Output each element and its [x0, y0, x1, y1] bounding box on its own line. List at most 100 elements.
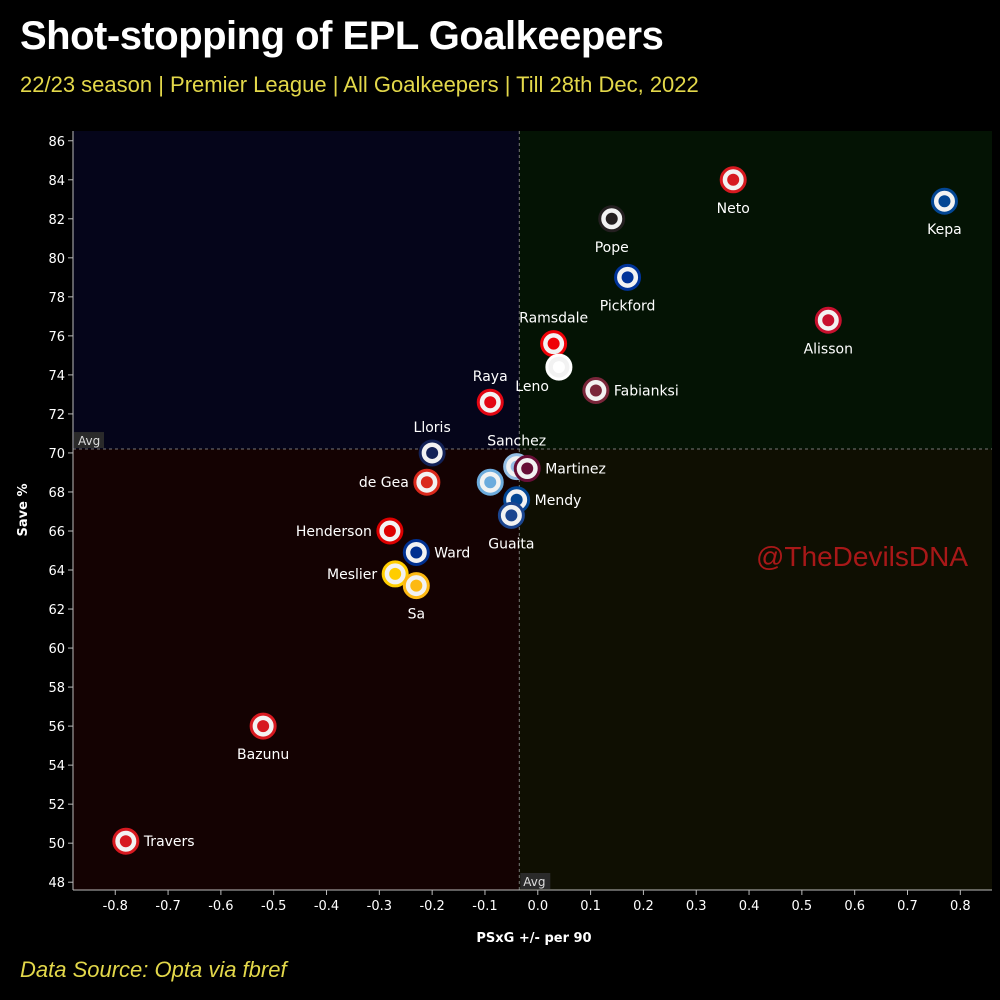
y-axis-label: Save % — [16, 484, 31, 537]
y-tick-label: 82 — [48, 213, 65, 228]
quadrant-bottom-left — [73, 449, 520, 890]
x-tick-label: 0.2 — [633, 899, 654, 914]
avg-y-label: Avg — [78, 434, 100, 448]
data-point: Meslier — [327, 560, 409, 588]
y-tick-label: 72 — [48, 408, 65, 423]
data-point: Kepa — [927, 187, 962, 238]
club-badge-core — [589, 384, 602, 397]
club-badge-core — [484, 476, 497, 489]
point-label: Fabianksi — [614, 384, 679, 400]
y-tick-label: 64 — [48, 564, 65, 579]
y-tick-label: 54 — [48, 759, 65, 774]
club-badge-core — [605, 212, 618, 225]
x-tick-label: -0.3 — [367, 899, 392, 914]
point-label: Bazunu — [237, 747, 289, 763]
y-tick-label: 86 — [48, 135, 65, 150]
club-badge-core — [410, 579, 423, 592]
data-point: Lloris — [414, 420, 451, 467]
data-point: Travers — [112, 827, 195, 855]
y-tick-label: 78 — [48, 291, 65, 306]
y-tick-label: 68 — [48, 486, 65, 501]
club-badge-core — [410, 546, 423, 559]
club-badge-core — [383, 524, 396, 537]
x-tick-label: 0.6 — [844, 899, 865, 914]
x-tick-label: 0.7 — [897, 899, 918, 914]
data-point: Neto — [717, 166, 750, 217]
chart-title: Shot-stopping of EPL Goalkeepers — [20, 14, 664, 58]
club-badge-core — [621, 271, 634, 284]
x-tick-label: -0.7 — [155, 899, 180, 914]
x-tick-label: -0.6 — [208, 899, 233, 914]
y-tick-label: 66 — [48, 525, 65, 540]
quadrant-top-left — [73, 131, 520, 450]
data-point: Fabianksi — [582, 377, 679, 405]
club-badge-core — [119, 835, 132, 848]
y-tick-label: 76 — [48, 330, 65, 345]
x-tick-label: 0.5 — [792, 899, 813, 914]
data-point: Henderson — [296, 517, 404, 545]
point-label: Raya — [473, 369, 508, 385]
y-tick-label: 56 — [48, 720, 65, 735]
point-label: Ramsdale — [519, 311, 588, 327]
point-label: Pickford — [600, 298, 656, 314]
y-tick-label: 60 — [48, 642, 65, 657]
x-tick-label: -0.4 — [314, 899, 339, 914]
club-badge-core — [727, 173, 740, 186]
point-label: Guaita — [488, 536, 534, 552]
club-badge-core — [822, 314, 835, 327]
x-tick-label: 0.0 — [527, 899, 548, 914]
point-label: Kepa — [927, 222, 962, 238]
y-tick-label: 58 — [48, 681, 65, 696]
data-point: Alisson — [804, 306, 853, 357]
y-tick-label: 48 — [48, 876, 65, 891]
avg-x-label: Avg — [523, 875, 545, 889]
x-tick-label: 0.4 — [739, 899, 760, 914]
y-tick-label: 84 — [48, 174, 65, 189]
x-tick-label: -0.8 — [103, 899, 128, 914]
y-tick-label: 62 — [48, 603, 65, 618]
x-axis-label: PSxG +/- per 90 — [476, 931, 591, 946]
club-badge-core — [257, 720, 270, 733]
point-label: Sa — [408, 607, 425, 623]
club-badge-core — [547, 337, 560, 350]
data-point: Ramsdale — [519, 311, 588, 358]
club-badge-core — [521, 462, 534, 475]
quadrant-bottom-right — [519, 449, 992, 890]
club-badge-core — [426, 446, 439, 459]
x-tick-label: 0.1 — [580, 899, 601, 914]
point-label: Mendy — [535, 493, 582, 509]
y-tick-label: 74 — [48, 369, 65, 384]
data-point: Guaita — [488, 501, 535, 552]
data-point: Pope — [595, 205, 629, 256]
point-label: Leno — [515, 379, 549, 395]
point-label: Pope — [595, 240, 629, 256]
data-point — [476, 468, 504, 496]
point-label: Neto — [717, 201, 750, 217]
data-point: Ward — [402, 538, 470, 566]
y-tick-label: 50 — [48, 837, 65, 852]
x-tick-label: 0.8 — [950, 899, 971, 914]
club-badge-core — [389, 567, 402, 580]
data-point: Raya — [473, 369, 508, 416]
point-label: Meslier — [327, 567, 377, 583]
x-tick-label: 0.3 — [686, 899, 707, 914]
x-tick-label: -0.1 — [472, 899, 497, 914]
y-tick-label: 80 — [48, 252, 65, 267]
data-source: Data Source: Opta via fbref — [20, 957, 287, 982]
club-badge-core — [552, 361, 565, 374]
x-tick-label: -0.2 — [419, 899, 444, 914]
avg-y-label-bg — [74, 432, 104, 449]
y-tick-label: 70 — [48, 447, 65, 462]
data-point: Bazunu — [237, 712, 289, 763]
club-badge-core — [420, 476, 433, 489]
point-label: Alisson — [804, 341, 853, 357]
chart-subtitle: 22/23 season | Premier League | All Goal… — [20, 72, 699, 97]
data-point: Pickford — [600, 263, 656, 314]
point-label: Martinez — [545, 462, 606, 478]
y-tick-label: 52 — [48, 798, 65, 813]
point-label: Ward — [434, 545, 470, 561]
club-badge-core — [505, 509, 518, 522]
data-point: Leno — [515, 353, 573, 395]
avg-x-label-bg — [520, 873, 551, 889]
